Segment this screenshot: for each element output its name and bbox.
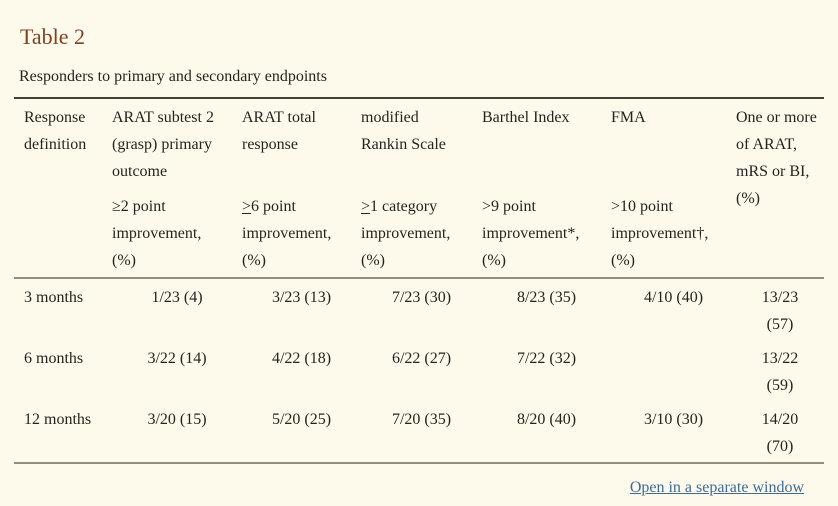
- open-separate-window-link[interactable]: Open in a separate window: [629, 479, 804, 496]
- header-row-measures: Response definition ARAT subtest 2 (grasp…: [14, 98, 824, 207]
- threshold-symbol: ≥: [112, 198, 121, 215]
- data-cell: 5/20 (25): [271, 411, 332, 428]
- table-footer: Open in a separate window: [14, 479, 824, 497]
- combined-cell: 14/20 (70): [761, 411, 799, 455]
- data-cell: 7/23 (30): [391, 289, 452, 306]
- data-cell: 7/22 (32): [516, 350, 577, 367]
- header-threshold-4: >10 point improvement†, (%): [611, 187, 736, 278]
- data-cell: 4/22 (18): [271, 350, 332, 367]
- threshold-symbol: >: [242, 198, 252, 215]
- row-label: 12 months: [24, 411, 92, 428]
- threshold-text: 6 point improvement, (%): [242, 198, 332, 269]
- header-measure-3: Barthel Index: [482, 109, 570, 126]
- header-measure-0: ARAT subtest 2 (grasp) primary outcome: [112, 109, 214, 180]
- threshold-text: 9 point improvement*, (%): [482, 198, 580, 269]
- data-cell: 4/10 (40): [643, 289, 704, 306]
- table-row: 3 months 1/23 (4) 3/23 (13) 7/23 (30) 8/23 (…: [14, 278, 824, 340]
- data-cell: 3/22 (14): [147, 350, 207, 367]
- data-cell: 8/23 (35): [516, 289, 577, 306]
- row-label: 3 months: [24, 289, 84, 306]
- header-threshold-3: >9 point improvement*, (%): [482, 187, 611, 278]
- header-threshold-0: ≥2 point improvement, (%): [112, 187, 242, 278]
- combined-cell: 13/23 (57): [761, 289, 799, 333]
- threshold-text: 10 point improvement†, (%): [611, 198, 709, 269]
- header-response-definition: Response definition: [24, 109, 87, 153]
- data-cell: 6/22 (27): [391, 350, 452, 367]
- header-measure-1: ARAT total response: [242, 109, 316, 153]
- combined-cell: 13/22 (59): [761, 350, 799, 394]
- header-threshold-2: >1 category improvement, (%): [361, 187, 482, 278]
- table-body: 3 months 1/23 (4) 3/23 (13) 7/23 (30) 8/23 (…: [14, 278, 824, 463]
- header-measure-4: FMA: [611, 109, 646, 126]
- table-head: Response definition ARAT subtest 2 (grasp…: [14, 98, 824, 278]
- threshold-symbol: >: [611, 198, 621, 215]
- responders-table: Response definition ARAT subtest 2 (grasp…: [14, 97, 824, 464]
- data-cell: 1/23 (4): [151, 289, 203, 306]
- data-cell: 3/23 (13): [271, 289, 332, 306]
- header-measure-2: modified Rankin Scale: [361, 109, 446, 153]
- table-caption: Responders to primary and secondary endp…: [19, 68, 327, 85]
- table-label: Table 2: [20, 24, 86, 49]
- header-row-thresholds: ≥2 point improvement, (%) >6 point improv…: [14, 187, 824, 278]
- data-cell: [611, 340, 736, 401]
- data-cell: 3/20 (15): [147, 411, 207, 428]
- threshold-symbol: >: [361, 198, 371, 215]
- header-threshold-1: >6 point improvement, (%): [242, 187, 361, 278]
- threshold-text: 1 category improvement, (%): [361, 198, 451, 269]
- row-label: 6 months: [24, 350, 84, 367]
- threshold-symbol: >: [482, 198, 492, 215]
- data-cell: 8/20 (40): [516, 411, 577, 428]
- table-row: 12 months 3/20 (15) 5/20 (25) 7/20 (35) 8/20…: [14, 401, 824, 463]
- data-cell: 3/10 (30): [643, 411, 704, 428]
- data-cell: 7/20 (35): [391, 411, 452, 428]
- table-row: 6 months 3/22 (14) 4/22 (18) 6/22 (27) 7/22 …: [14, 340, 824, 401]
- threshold-text: 2 point improvement, (%): [112, 198, 202, 269]
- header-combined-endpoint: One or more of ARAT, mRS or BI, (%): [736, 109, 817, 207]
